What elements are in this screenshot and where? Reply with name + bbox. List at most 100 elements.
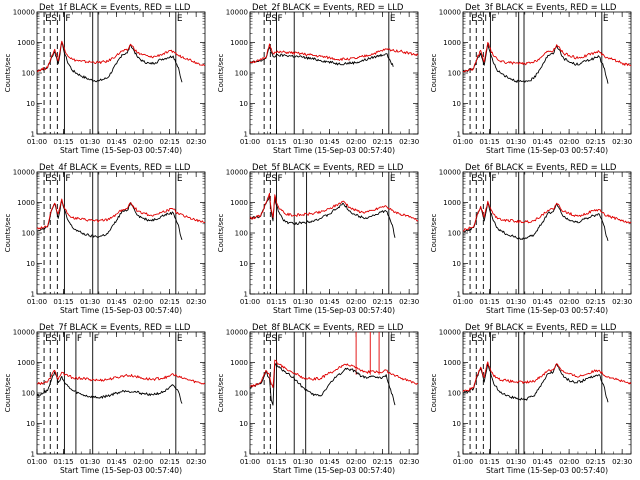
y-tick-label: 10000 <box>226 9 248 17</box>
y-tick-label: 1 <box>31 451 35 459</box>
events-series-line <box>463 362 609 403</box>
lld-series-line <box>36 40 206 73</box>
x-tick-label: 02:15 <box>160 298 180 306</box>
x-tick-label: 01:15 <box>53 138 73 146</box>
x-tick-label: 02:30 <box>186 298 206 306</box>
x-tick-label: 02:00 <box>559 458 579 466</box>
lld-series-line <box>36 198 206 230</box>
chart-title: Det_2f BLACK = Events, RED = LLD <box>252 3 404 13</box>
y-tick-label: 10 <box>452 420 461 428</box>
chart-title: Det_6f BLACK = Events, RED = LLD <box>465 163 617 173</box>
x-tick-label: 01:00 <box>240 458 260 466</box>
interval-marker-label: E <box>471 174 477 184</box>
lld-series-line <box>249 359 419 389</box>
interval-marker-label: F <box>491 334 496 344</box>
events-series-line <box>249 46 394 67</box>
x-tick-label: 02:00 <box>346 458 366 466</box>
x-axis-label: Start Time (15-Sep-03 00:57:40) <box>273 306 395 315</box>
y-axis-label: Counts/sec <box>430 54 438 93</box>
interval-marker-label: E <box>177 14 183 24</box>
x-tick-label: 01:30 <box>293 458 313 466</box>
events-series-line <box>36 371 183 404</box>
x-tick-label: 01:00 <box>27 458 47 466</box>
chart-title: Det_8f BLACK = Events, RED = LLD <box>252 323 404 333</box>
lld-series-line <box>36 369 206 385</box>
y-tick-label: 10 <box>26 100 35 108</box>
y-tick-label: 1 <box>457 131 461 139</box>
x-tick-label: 02:15 <box>373 458 393 466</box>
x-tick-label: 01:00 <box>453 298 473 306</box>
x-tick-label: 01:15 <box>479 458 499 466</box>
interval-marker-label: I <box>58 14 61 24</box>
x-tick-label: 02:30 <box>186 458 206 466</box>
lld-series-line <box>462 361 632 392</box>
y-tick-label: 100 <box>235 390 248 398</box>
chart-title: Det_5f BLACK = Events, RED = LLD <box>252 163 404 173</box>
x-tick-label: 02:00 <box>346 138 366 146</box>
interval-marker-label: S <box>51 174 57 184</box>
chart-title: Det_1f BLACK = Events, RED = LLD <box>39 3 191 13</box>
interval-marker-label: E <box>390 14 396 24</box>
x-tick-label: 02:15 <box>160 138 180 146</box>
interval-marker-label: E <box>265 174 271 184</box>
chart-panel-4: Det_4f BLACK = Events, RED = LLD10000100… <box>4 163 206 315</box>
interval-marker-label: F <box>77 334 82 344</box>
y-tick-label: 10 <box>239 420 248 428</box>
x-tick-label: 01:30 <box>80 298 100 306</box>
y-tick-label: 10000 <box>439 169 461 177</box>
x-axis-label: Start Time (15-Sep-03 00:57:40) <box>60 146 182 155</box>
interval-marker-label: I <box>58 334 61 344</box>
x-tick-label: 01:00 <box>240 138 260 146</box>
interval-marker-label: S <box>271 334 277 344</box>
x-tick-label: 01:45 <box>532 138 552 146</box>
y-tick-label: 1000 <box>443 39 461 47</box>
y-tick-label: 10000 <box>226 329 248 337</box>
chart-panel-2: Det_2f BLACK = Events, RED = LLD 10000 100… <box>217 3 419 155</box>
x-tick-label: 01:45 <box>106 298 126 306</box>
x-axis-label: Start Time (15-Sep-03 00:57:40) <box>273 146 395 155</box>
interval-marker-label: E <box>265 334 271 344</box>
chart-panel-5: Det_5f BLACK = Events, RED = LLD10000100… <box>217 163 419 315</box>
x-tick-label: 02:30 <box>399 138 419 146</box>
x-tick-label: 01:15 <box>266 458 286 466</box>
interval-marker-label: F <box>65 14 70 24</box>
y-tick-label: 1000 <box>230 39 248 47</box>
y-tick-label: 100 <box>22 230 35 238</box>
interval-marker-label: F <box>94 334 99 344</box>
chart-title: Det_9f BLACK = Events, RED = LLD <box>465 323 617 333</box>
x-tick-label: 01:45 <box>319 138 339 146</box>
x-axis-label: Start Time (15-Sep-03 00:57:40) <box>486 466 608 475</box>
x-tick-label: 02:30 <box>612 138 632 146</box>
x-tick-label: 02:30 <box>612 458 632 466</box>
x-tick-label: 01:00 <box>27 298 47 306</box>
y-tick-label: 10 <box>26 420 35 428</box>
x-tick-label: 01:45 <box>106 458 126 466</box>
x-tick-label: 02:15 <box>586 138 606 146</box>
interval-marker-label: F <box>278 14 283 24</box>
plot-frame <box>249 171 419 295</box>
x-tick-label: 02:00 <box>559 138 579 146</box>
y-axis-label: Counts/sec <box>430 374 438 413</box>
chart-title: Det_4f BLACK = Events, RED = LLD <box>39 163 191 173</box>
y-tick-label: 1 <box>31 131 35 139</box>
chart-panel-9: Det_9f BLACK = Events, RED = LLD10000100… <box>430 323 632 475</box>
y-tick-label: 1000 <box>17 39 35 47</box>
y-axis-label: Counts/sec <box>430 214 438 253</box>
x-axis-label: Start Time (15-Sep-03 00:57:40) <box>273 466 395 475</box>
lld-series-line <box>249 192 419 222</box>
x-tick-label: 01:15 <box>479 138 499 146</box>
events-series-line <box>36 42 183 83</box>
chart-panel-3: Det_3f BLACK = Events, RED = LLD10000100… <box>430 3 632 155</box>
x-tick-label: 01:00 <box>240 298 260 306</box>
y-tick-label: 10 <box>452 100 461 108</box>
x-tick-label: 02:15 <box>373 138 393 146</box>
chart-title: Det_3f BLACK = Events, RED = LLD <box>465 3 617 13</box>
y-tick-label: 10000 <box>226 169 248 177</box>
interval-marker-label: E <box>177 174 183 184</box>
interval-marker-label: S <box>51 14 57 24</box>
y-tick-label: 10000 <box>13 329 35 337</box>
y-tick-label: 1000 <box>17 199 35 207</box>
x-tick-label: 01:45 <box>532 298 552 306</box>
y-axis-label: Counts/sec <box>217 214 225 253</box>
x-tick-label: 01:30 <box>293 298 313 306</box>
